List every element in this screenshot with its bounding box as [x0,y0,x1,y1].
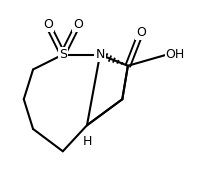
Text: O: O [43,18,53,31]
Text: O: O [136,26,146,39]
Text: O: O [73,18,83,31]
Text: S: S [59,48,67,61]
Text: N: N [95,48,105,61]
Text: H: H [82,135,92,148]
Text: OH: OH [166,48,185,61]
